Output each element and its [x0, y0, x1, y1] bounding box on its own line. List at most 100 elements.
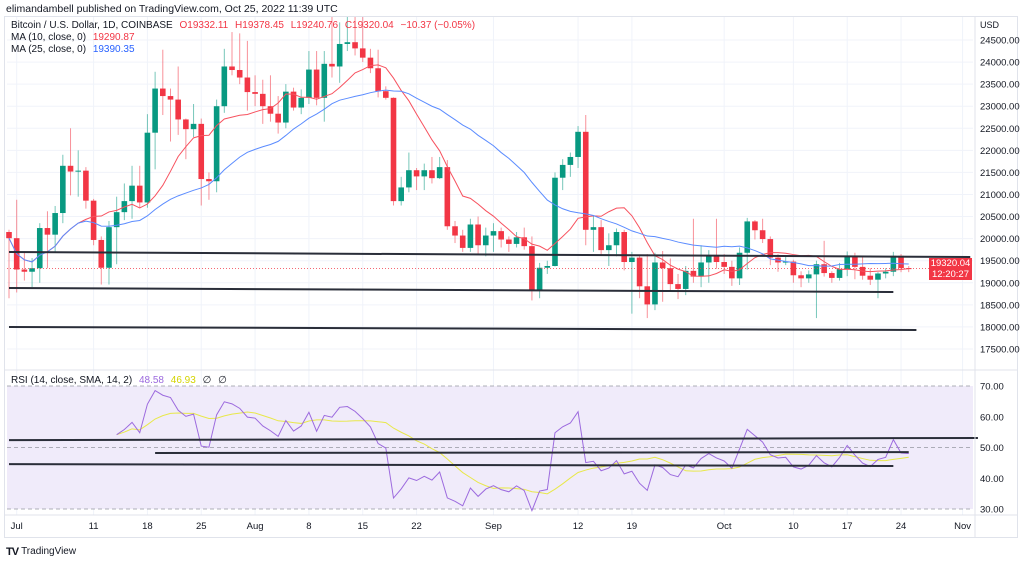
candle-body [590, 227, 597, 230]
candle [613, 228, 620, 257]
candle-body [283, 91, 289, 123]
candle [813, 260, 820, 319]
candle-body [459, 235, 466, 248]
chart-frame [4, 16, 1018, 538]
candle [498, 227, 504, 248]
candle [90, 198, 97, 246]
candle [829, 271, 835, 283]
candle-body [29, 268, 35, 272]
ma10-legend[interactable]: MA (10, close, 0) 19290.87 [11, 32, 139, 43]
candle [83, 167, 89, 209]
tradingview-logo[interactable]: TV TradingView [6, 546, 76, 558]
time-tick-label: 8 [306, 521, 311, 532]
candle-body [429, 170, 435, 179]
candle-body [359, 48, 366, 58]
ma25-legend[interactable]: MA (25, close, 0) 19390.35 [11, 44, 139, 55]
price-tick-label: 23000.00 [980, 102, 1020, 113]
candle-body [559, 164, 566, 178]
rsi-extra-2: ∅ [218, 375, 227, 386]
time-tick-label: Sep [485, 521, 502, 532]
candle [336, 22, 343, 83]
candle [390, 97, 397, 206]
candle [160, 49, 166, 116]
candle [436, 156, 443, 180]
candle [98, 236, 105, 285]
time-tick-label: 17 [842, 521, 853, 532]
candle [259, 79, 266, 124]
candle-body [190, 123, 197, 130]
candle [582, 115, 589, 246]
candle-body [613, 232, 620, 246]
candle [375, 49, 381, 98]
ma10-label: MA (10, close, 0) [11, 32, 87, 43]
rsi-line [116, 389, 909, 513]
candle [229, 32, 235, 76]
candle [306, 51, 312, 105]
candle-body [890, 255, 897, 272]
ma25-label: MA (25, close, 0) [11, 44, 87, 55]
candle-body [867, 275, 874, 280]
price-tick-label: 19500.00 [980, 256, 1020, 267]
candle-body [490, 231, 497, 236]
candle-body [321, 63, 328, 98]
candle [644, 254, 651, 319]
candle [167, 88, 174, 142]
candle-body [729, 266, 735, 279]
candle [736, 247, 743, 285]
candle [29, 258, 35, 288]
candle-body [113, 212, 120, 228]
time-tick-label: 15 [357, 521, 368, 532]
candle-body [529, 246, 535, 291]
candle [475, 216, 481, 255]
candle-body [644, 286, 651, 305]
candle-body [160, 88, 166, 97]
candle-body [306, 69, 312, 98]
last-price-label: 19320.04 12:20:27 [929, 258, 972, 280]
candle-body [367, 57, 374, 69]
candle [244, 40, 251, 111]
rsi-pane [7, 385, 973, 510]
rsi-tick-label: 60.00 [980, 412, 1004, 423]
candle-body [229, 66, 235, 71]
candle-body [290, 91, 297, 108]
candle [513, 232, 520, 248]
candle [398, 176, 404, 206]
candle-body [213, 106, 220, 182]
candle-body [482, 235, 489, 246]
candle [713, 218, 720, 269]
candle-body [752, 221, 758, 231]
candle-body [136, 185, 143, 203]
candle-body [713, 254, 720, 263]
candle [744, 217, 751, 270]
time-tick-label: 22 [411, 521, 422, 532]
candle-body [498, 231, 504, 240]
candle-body [252, 92, 258, 94]
candle [452, 220, 458, 244]
candle-body [629, 257, 635, 263]
candle [198, 118, 205, 206]
rsi-legend[interactable]: RSI (14, close, SMA, 14, 2) 48.58 46.93 … [11, 375, 231, 386]
candle-body [221, 66, 228, 107]
candle-body [152, 88, 158, 133]
candle-body [344, 42, 351, 44]
candle [490, 223, 497, 252]
candle-body [552, 177, 558, 266]
candle-body [821, 264, 827, 274]
candle [459, 229, 466, 252]
ma25-line [8, 89, 909, 267]
candle-body [167, 96, 174, 100]
rsi-trendline [8, 436, 978, 442]
candle [344, 17, 351, 52]
candle [544, 260, 551, 274]
rsi-tick-label: 30.00 [980, 505, 1004, 516]
candle [444, 160, 451, 230]
candle [321, 51, 328, 122]
publisher-line: elimandambell published on TradingView.c… [6, 3, 338, 15]
candle [221, 48, 228, 113]
ohlc-high: H19378.45 [235, 20, 284, 31]
price-tick-label: 23500.00 [980, 80, 1020, 91]
candle [152, 71, 158, 170]
rsi-trendline [155, 451, 909, 455]
trendlines [7, 251, 978, 467]
